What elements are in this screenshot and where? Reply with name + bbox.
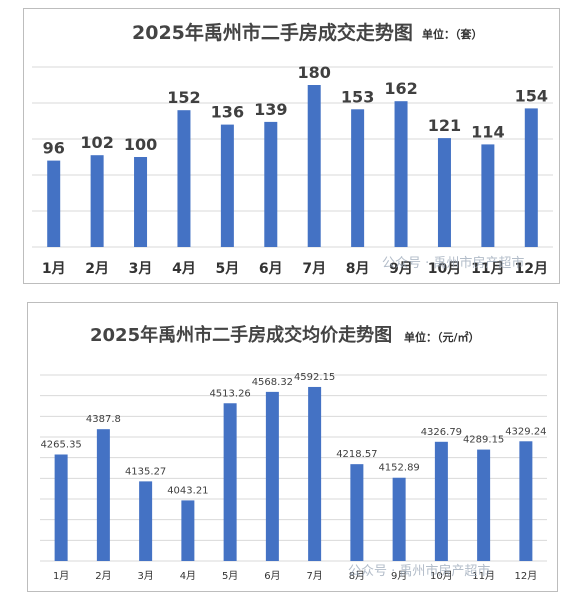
- bar: [394, 101, 408, 247]
- data-label: 4218.57: [336, 449, 377, 460]
- x-tick-label: 4月: [172, 261, 196, 277]
- bar: [481, 144, 495, 247]
- bar: [96, 429, 110, 561]
- data-label: 4043.21: [167, 485, 208, 496]
- x-tick-label: 4月: [180, 570, 196, 582]
- x-tick-label: 10月: [430, 570, 453, 582]
- data-label: 180: [298, 63, 331, 82]
- chart-title: 2025年禹州市二手房成交均价走势图: [90, 324, 392, 346]
- bar: [350, 464, 364, 561]
- volume-chart-panel: 2025年禹州市二手房成交走势图 单位：（套） 96 102 100 152 136 13…: [23, 8, 560, 284]
- x-tick-label: 6月: [264, 570, 280, 582]
- watermark: 公众号 · 禹州市房产超市: [348, 563, 490, 579]
- bar: [308, 386, 322, 561]
- bar: [134, 157, 148, 247]
- bar: [90, 155, 104, 247]
- x-tick-label: 1月: [42, 261, 66, 277]
- x-tick-label: 2月: [95, 570, 111, 582]
- data-label: 139: [254, 100, 287, 119]
- data-label: 4592.15: [294, 372, 335, 383]
- price-chart-panel: 2025年禹州市二手房成交均价走势图 单位：（元/㎡） 4265.35 4387.…: [27, 302, 558, 592]
- bar: [351, 109, 365, 247]
- data-label: 4513.26: [209, 388, 250, 399]
- x-tick-label: 11月: [471, 261, 504, 277]
- bar: [181, 500, 195, 561]
- bar: [139, 481, 153, 561]
- price-chart: 2025年禹州市二手房成交均价走势图 单位：（元/㎡） 4265.35 4387.…: [40, 324, 547, 582]
- x-tick-label: 3月: [129, 261, 153, 277]
- bar: [220, 124, 234, 247]
- data-label: 153: [341, 87, 374, 106]
- unit-label: 单位：（套）: [422, 27, 483, 41]
- data-label: 154: [515, 86, 548, 105]
- x-tick-label: 10月: [428, 261, 461, 277]
- bar: [307, 85, 321, 247]
- volume-chart: 2025年禹州市二手房成交走势图 单位：（套） 96 102 100 152 136 13…: [32, 21, 553, 277]
- x-tick-label: 8月: [346, 261, 370, 277]
- bar: [54, 454, 68, 561]
- bar: [392, 477, 406, 561]
- x-tick-label: 9月: [389, 261, 413, 277]
- bar: [265, 391, 279, 561]
- bar: [434, 441, 448, 561]
- x-tick-label: 1月: [53, 570, 69, 582]
- data-label: 4568.32: [252, 377, 293, 388]
- bar: [223, 403, 237, 561]
- data-label: 102: [80, 133, 113, 152]
- data-label: 4265.35: [40, 439, 81, 450]
- data-label: 100: [124, 135, 157, 154]
- x-tick-label: 12月: [515, 261, 548, 277]
- x-tick-label: 5月: [222, 570, 238, 582]
- bar: [47, 160, 61, 247]
- data-label: 152: [167, 88, 200, 107]
- unit-label: 单位：（元/㎡）: [404, 330, 480, 344]
- x-tick-label: 6月: [259, 261, 283, 277]
- data-label: 136: [211, 103, 244, 122]
- bar: [524, 108, 538, 248]
- x-tick-label: 2月: [85, 261, 109, 277]
- data-label: 4326.79: [421, 427, 462, 438]
- bar: [264, 121, 278, 247]
- x-tick-label: 8月: [349, 570, 365, 582]
- data-label: 114: [471, 122, 504, 141]
- bar: [177, 110, 191, 247]
- watermark: 公众号 · 禹州市房产超市: [382, 255, 524, 271]
- x-tick-label: 7月: [306, 570, 322, 582]
- x-tick-label: 11月: [472, 570, 495, 582]
- chart-title: 2025年禹州市二手房成交走势图: [132, 21, 413, 44]
- bar: [519, 441, 533, 561]
- data-label: 4289.15: [463, 435, 504, 446]
- data-label: 162: [384, 79, 417, 98]
- data-label: 4387.8: [86, 414, 121, 425]
- x-tick-label: 3月: [137, 570, 153, 582]
- x-tick-label: 9月: [391, 570, 407, 582]
- data-label: 4135.27: [125, 466, 166, 477]
- data-label: 4152.89: [378, 463, 419, 474]
- x-tick-label: 7月: [302, 261, 326, 277]
- bar: [437, 138, 451, 247]
- x-tick-label: 12月: [515, 570, 538, 582]
- data-label: 4329.24: [505, 426, 546, 437]
- data-label: 96: [43, 139, 65, 158]
- bar: [477, 449, 491, 561]
- data-label: 121: [428, 116, 461, 135]
- x-tick-label: 5月: [216, 261, 240, 277]
